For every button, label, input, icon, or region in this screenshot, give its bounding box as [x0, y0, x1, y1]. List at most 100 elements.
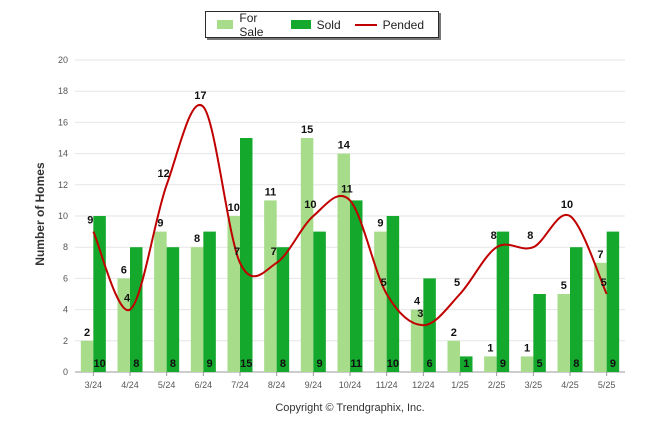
data-label-sold: 6: [427, 358, 433, 370]
data-label-pended: 5: [454, 277, 460, 289]
data-label-for-sale: 10: [228, 202, 240, 214]
data-label-pended: 9: [87, 215, 93, 227]
data-label-pended: 8: [527, 230, 533, 242]
bar-for-sale: [374, 231, 387, 372]
bar-sold: [423, 278, 436, 372]
data-label-sold: 5: [537, 358, 543, 370]
legend-line-pended: [354, 23, 377, 26]
data-label-sold: 8: [170, 358, 176, 370]
data-label-for-sale: 14: [338, 140, 351, 152]
data-label-sold: 8: [573, 358, 579, 370]
copyright-text: Copyright © Trendgraphix, Inc.: [275, 402, 425, 414]
data-label-for-sale: 5: [561, 280, 567, 292]
legend-swatch-sold: [290, 20, 311, 29]
bar-for-sale: [594, 262, 607, 372]
y-tick-label: 18: [58, 86, 68, 96]
bar-for-sale: [557, 294, 570, 372]
data-label-for-sale: 1: [487, 342, 493, 354]
data-label-sold: 11: [350, 358, 362, 370]
data-label-for-sale: 11: [265, 186, 277, 198]
bar-for-sale: [447, 340, 460, 372]
data-label-for-sale: 2: [84, 327, 90, 339]
bar-sold: [350, 200, 363, 372]
data-label-for-sale: 4: [414, 296, 421, 308]
y-tick-label: 14: [58, 149, 68, 159]
data-label-for-sale: 15: [301, 124, 313, 136]
data-label-sold: 9: [207, 358, 213, 370]
bar-sold: [386, 216, 400, 372]
data-label-sold: 9: [317, 358, 323, 370]
data-label-pended: 12: [158, 168, 170, 180]
data-label-pended: 10: [304, 199, 316, 211]
x-tick-label: 1/25: [451, 380, 469, 390]
x-tick-label: 10/24: [339, 380, 362, 390]
data-label-for-sale: 1: [524, 342, 530, 354]
bar-for-sale: [80, 340, 94, 372]
legend-label-for-sale: For Sale: [239, 10, 264, 39]
bar-sold: [130, 247, 143, 372]
x-tick-label: 2/25: [488, 380, 506, 390]
bar-for-sale: [337, 153, 350, 372]
bar-sold: [606, 231, 620, 372]
bar-sold: [203, 231, 216, 372]
data-label-sold: 15: [240, 358, 252, 370]
bar-sold: [496, 231, 510, 372]
data-label-for-sale: 2: [451, 327, 457, 339]
data-label-sold: 10: [387, 358, 399, 370]
data-label-sold: 1: [463, 358, 469, 370]
data-label-pended: 11: [341, 183, 353, 195]
bar-sold: [276, 247, 290, 372]
legend-swatch-for-sale: [217, 20, 234, 29]
bar-for-sale: [264, 200, 277, 372]
data-label-pended: 3: [417, 308, 423, 320]
y-tick-label: 0: [63, 367, 68, 377]
data-label-pended: 5: [601, 277, 607, 289]
legend-label-pended: Pended: [382, 17, 424, 32]
y-tick-label: 8: [63, 242, 68, 252]
y-tick-label: 4: [63, 305, 68, 315]
data-label-pended: 4: [124, 293, 131, 305]
y-tick-label: 20: [58, 55, 68, 65]
y-tick-label: 10: [58, 211, 68, 221]
x-tick-label: 3/24: [85, 380, 103, 390]
data-label-pended: 7: [234, 246, 240, 258]
x-tick-label: 7/24: [231, 380, 249, 390]
x-tick-label: 12/24: [412, 380, 435, 390]
data-label-sold: 9: [610, 358, 616, 370]
x-tick-label: 8/24: [268, 380, 286, 390]
data-label-sold: 8: [280, 358, 286, 370]
data-label-pended: 7: [271, 246, 277, 258]
data-label-sold: 10: [93, 358, 105, 370]
y-tick-label: 12: [58, 180, 68, 190]
data-label-for-sale: 9: [157, 218, 163, 230]
bar-sold: [460, 356, 473, 372]
data-label-for-sale: 9: [377, 218, 383, 230]
x-tick-label: 4/25: [561, 380, 579, 390]
bar-for-sale: [190, 247, 204, 372]
bar-for-sale: [154, 231, 167, 372]
legend-item-pended: Pended: [354, 17, 424, 32]
line-pended: [92, 103, 608, 327]
data-label-for-sale: 7: [597, 249, 603, 261]
legend-item-for-sale: For Sale: [217, 11, 277, 39]
data-label-pended: 10: [561, 199, 573, 211]
data-label-sold: 9: [500, 358, 506, 370]
x-tick-label: 5/24: [158, 380, 176, 390]
legend-label-sold: Sold: [316, 17, 341, 32]
y-tick-label: 2: [63, 336, 68, 346]
data-label-sold: 8: [133, 358, 139, 370]
data-label-pended: 17: [194, 90, 206, 102]
legend-item-sold: Sold: [290, 17, 341, 32]
bar-sold: [533, 294, 546, 372]
bar-sold: [570, 247, 583, 372]
bar-sold: [93, 216, 106, 372]
x-tick-label: 11/24: [376, 380, 398, 390]
bar-for-sale: [520, 356, 534, 372]
y-tick-label: 16: [58, 117, 68, 127]
bar-sold: [166, 247, 180, 372]
legend: For Sale Sold Pended: [205, 11, 439, 39]
bar-for-sale: [484, 356, 497, 372]
x-tick-label: 9/24: [305, 380, 323, 390]
